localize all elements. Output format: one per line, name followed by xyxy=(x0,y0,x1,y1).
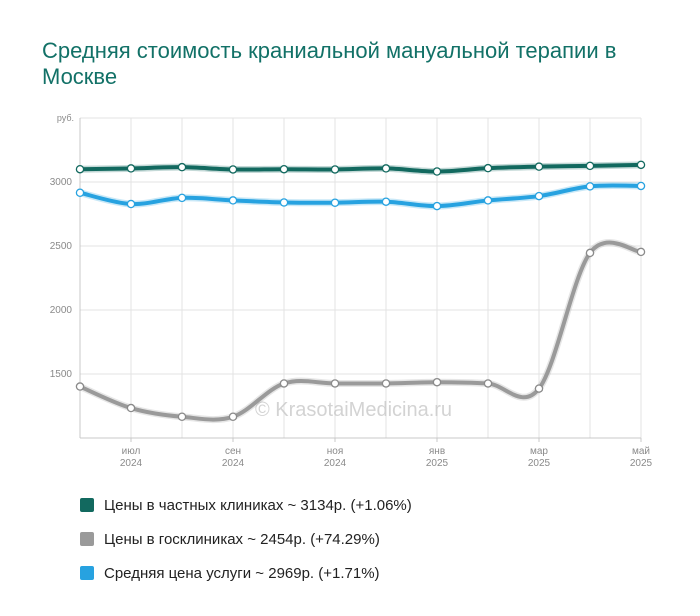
data-point xyxy=(75,164,85,174)
chart-legend: Цены в частных клиниках ~ 3134р. (+1.06%… xyxy=(80,488,412,590)
data-point xyxy=(279,379,289,388)
data-point xyxy=(534,191,544,201)
x-tick-label-month: июл xyxy=(122,446,141,457)
legend-label: Средняя цена услуги ~ 2969р. (+1.71%) xyxy=(104,564,380,582)
legend-swatch xyxy=(80,498,94,512)
series-line xyxy=(78,162,643,174)
data-point xyxy=(432,167,442,176)
data-point xyxy=(330,198,340,207)
legend-item: Цены в госклиниках ~ 2454р. (+74.29%) xyxy=(80,522,412,556)
chart-title: Средняя стоимость краниальной мануальной… xyxy=(42,38,617,89)
legend-item: Средняя цена услуги ~ 2969р. (+1.71%) xyxy=(80,556,412,590)
x-tick-label-month: ноя xyxy=(327,446,344,457)
data-point xyxy=(279,164,289,174)
x-tick-label-year: 2024 xyxy=(120,458,143,469)
data-point xyxy=(483,163,493,173)
x-tick-label-year: 2025 xyxy=(528,458,551,469)
x-tick-label-month: сен xyxy=(225,446,241,457)
legend-swatch xyxy=(80,532,94,546)
legend-label: Цены в частных клиниках ~ 3134р. (+1.06%… xyxy=(104,496,412,514)
data-point xyxy=(585,182,595,191)
data-point xyxy=(177,193,187,203)
data-point xyxy=(330,165,340,174)
watermark: © KrasotaiMedicina.ru xyxy=(255,399,452,421)
data-point xyxy=(228,196,238,205)
x-tick-label-month: янв xyxy=(429,446,445,457)
data-point xyxy=(534,384,544,393)
data-point xyxy=(432,377,442,387)
legend-swatch xyxy=(80,566,94,580)
y-tick-label: 2500 xyxy=(50,241,73,252)
data-point xyxy=(228,165,238,174)
chart-series xyxy=(76,161,645,424)
data-point xyxy=(126,403,136,413)
y-tick-label: 3000 xyxy=(50,177,73,188)
data-point xyxy=(636,181,646,191)
series-line xyxy=(78,183,643,209)
legend-item: Цены в частных клиниках ~ 3134р. (+1.06%… xyxy=(80,488,412,522)
data-point xyxy=(534,162,544,171)
x-tick-label-year: 2024 xyxy=(324,458,347,469)
data-point xyxy=(330,379,340,388)
data-point xyxy=(432,201,442,211)
data-point xyxy=(483,379,493,388)
data-point xyxy=(126,199,136,209)
data-point xyxy=(75,382,85,391)
data-point xyxy=(585,161,595,171)
y-tick-label: 1500 xyxy=(50,369,73,380)
data-point xyxy=(228,412,238,422)
series-line-shadow xyxy=(76,239,645,424)
y-tick-label: 2000 xyxy=(50,305,73,316)
data-point xyxy=(126,164,136,173)
series-line xyxy=(78,240,643,422)
x-tick-label-year: 2025 xyxy=(426,458,449,469)
data-point xyxy=(75,188,85,198)
data-point xyxy=(279,198,289,207)
data-point xyxy=(636,160,646,170)
legend-label: Цены в госклиниках ~ 2454р. (+74.29%) xyxy=(104,530,380,548)
line-chart: руб.1500200025003000июл2024сен2024ноя202… xyxy=(50,113,653,469)
x-tick-label-year: 2025 xyxy=(630,458,653,469)
data-point xyxy=(381,379,391,388)
data-point xyxy=(381,197,391,206)
data-point xyxy=(636,247,646,257)
data-point xyxy=(177,412,187,422)
y-unit-label: руб. xyxy=(57,113,74,123)
data-point xyxy=(177,162,187,172)
x-tick-label-month: май xyxy=(632,446,650,457)
data-point xyxy=(381,164,391,173)
x-tick-label-year: 2024 xyxy=(222,458,245,469)
data-point xyxy=(483,196,493,205)
data-point xyxy=(585,248,595,258)
chart-points xyxy=(75,160,646,422)
x-tick-label-month: мар xyxy=(530,446,548,457)
